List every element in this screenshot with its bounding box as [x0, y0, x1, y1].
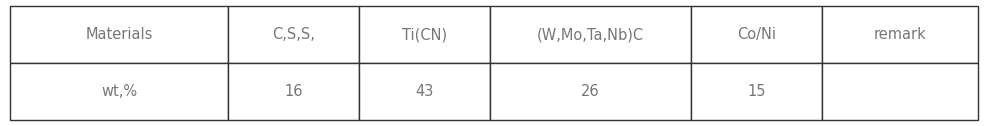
Text: C,S,S,: C,S,S, — [272, 27, 315, 42]
Text: remark: remark — [873, 27, 927, 42]
Text: 43: 43 — [415, 84, 434, 99]
Bar — [692, 6, 822, 63]
Text: (W,Mo,Ta,Nb)C: (W,Mo,Ta,Nb)C — [536, 27, 644, 42]
Bar — [490, 63, 692, 120]
Bar — [822, 6, 978, 63]
Text: 16: 16 — [285, 84, 302, 99]
Text: wt,%: wt,% — [101, 84, 137, 99]
Bar — [359, 63, 490, 120]
Text: Materials: Materials — [85, 27, 153, 42]
Bar — [359, 6, 490, 63]
Text: Ti(CN): Ti(CN) — [402, 27, 447, 42]
Bar — [228, 63, 359, 120]
Bar — [822, 63, 978, 120]
Text: 15: 15 — [748, 84, 766, 99]
Bar — [10, 63, 228, 120]
Bar — [692, 63, 822, 120]
Bar — [228, 6, 359, 63]
Bar — [490, 6, 692, 63]
Text: 26: 26 — [581, 84, 600, 99]
Bar — [10, 6, 228, 63]
Text: Co/Ni: Co/Ni — [737, 27, 777, 42]
